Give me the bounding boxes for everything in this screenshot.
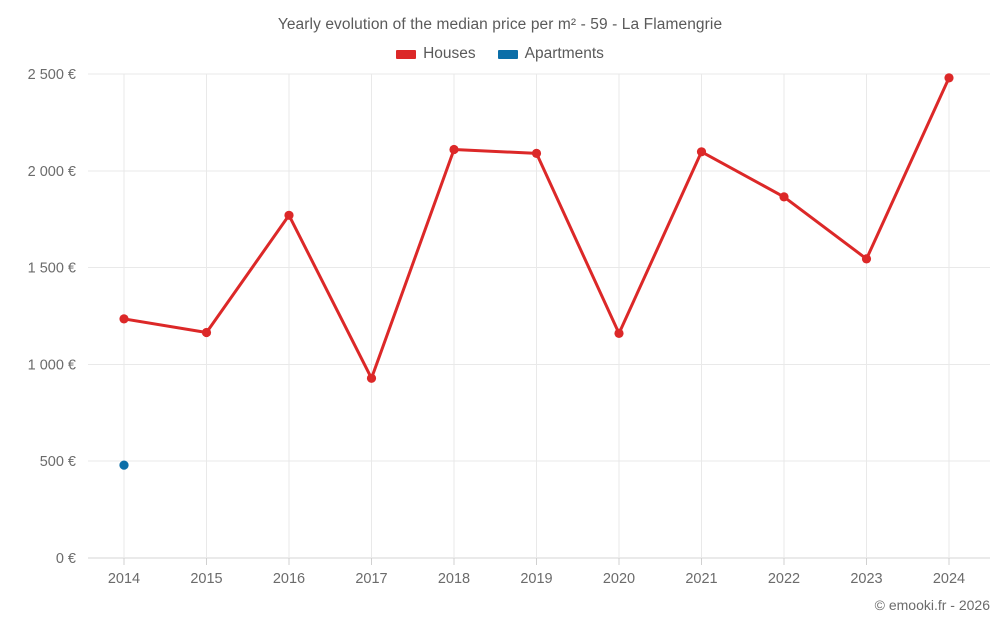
data-point-houses-2016[interactable]	[284, 210, 294, 220]
data-point-houses-2015[interactable]	[201, 327, 212, 338]
x-tick-label: 2014	[108, 571, 140, 587]
y-tick-label: 500 €	[40, 454, 76, 470]
x-tick-label: 2023	[850, 571, 882, 587]
x-tick-label: 2016	[273, 571, 305, 587]
data-point-houses-2022[interactable]	[779, 192, 789, 202]
tick-marks	[123, 558, 950, 565]
legend-swatch-houses	[396, 49, 417, 59]
data-point-apartments-2014[interactable]	[119, 460, 129, 470]
y-tick-label: 1 000 €	[28, 357, 76, 373]
data-point-houses-2023[interactable]	[861, 254, 872, 264]
data-point-houses-2014[interactable]	[119, 314, 129, 324]
copyright-credit: © emooki.fr - 2026	[874, 597, 990, 613]
data-series	[119, 73, 954, 470]
gridlines	[88, 73, 990, 559]
legend-label-apartments: Apartments	[524, 45, 604, 62]
y-axis-labels: 0 € 500 € 1 000 € 1 500 € 2 000 € 2 500 €	[28, 67, 76, 567]
legend-label-houses: Houses	[423, 45, 476, 62]
x-tick-label: 2020	[603, 571, 635, 587]
chart-legend: Houses Apartments	[0, 45, 1000, 63]
chart-title: Yearly evolution of the median price per…	[277, 16, 723, 33]
x-tick-label: 2017	[355, 571, 387, 587]
legend-swatch-apartments	[497, 49, 518, 59]
data-point-houses-2021[interactable]	[696, 147, 707, 157]
x-axis-labels: 2014 2015 2016 2017 2018 2019 2020 2021 2022 2023…	[108, 571, 965, 587]
y-tick-label: 0 €	[56, 551, 76, 567]
x-tick-label: 2018	[438, 571, 470, 587]
y-tick-label: 2 500 €	[28, 67, 76, 83]
x-tick-label: 2019	[520, 571, 552, 587]
data-point-houses-2019[interactable]	[531, 148, 542, 158]
y-tick-label: 1 500 €	[28, 261, 76, 277]
data-point-houses-2018[interactable]	[449, 144, 459, 155]
data-point-houses-2017[interactable]	[366, 373, 377, 383]
x-tick-label: 2022	[768, 571, 800, 587]
legend-item-houses[interactable]: Houses	[396, 45, 476, 63]
x-tick-label: 2024	[933, 571, 965, 587]
legend-item-apartments[interactable]: Apartments	[497, 45, 604, 63]
x-tick-label: 2015	[190, 571, 222, 587]
y-tick-label: 2 000 €	[28, 164, 76, 180]
data-point-houses-2020[interactable]	[614, 328, 624, 338]
data-point-houses-2024[interactable]	[944, 73, 954, 83]
x-tick-label: 2021	[685, 571, 717, 587]
